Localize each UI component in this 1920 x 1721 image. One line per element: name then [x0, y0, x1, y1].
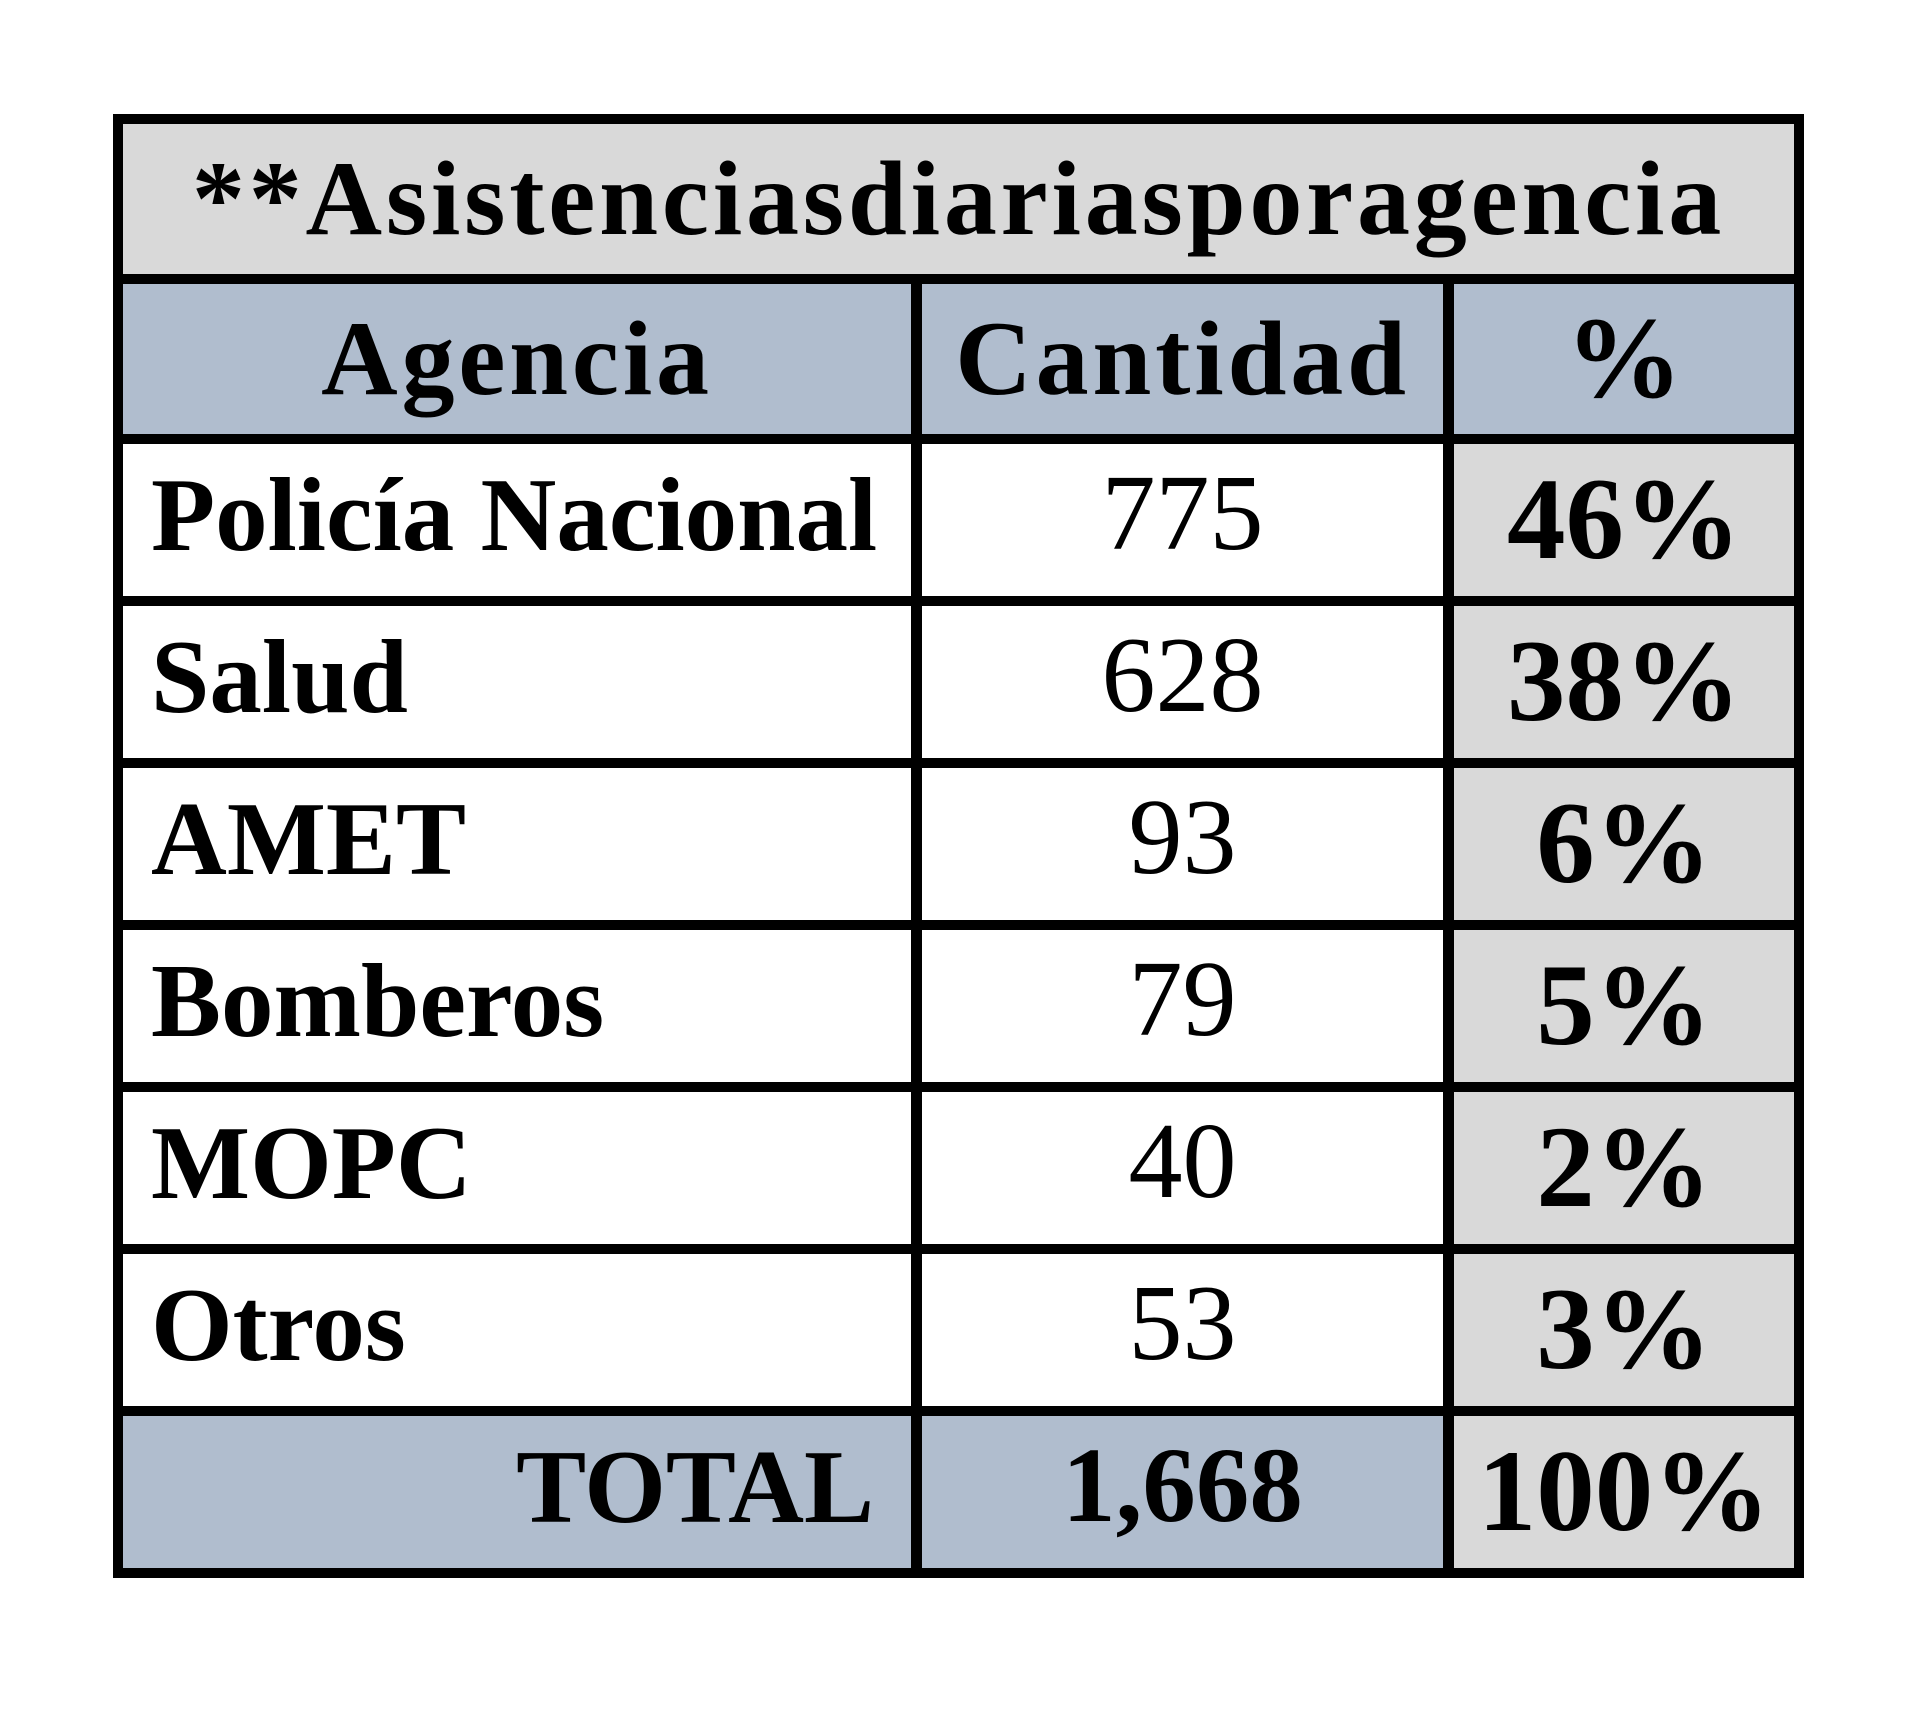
percent-bomberos: 5%: [1454, 930, 1794, 1082]
agency-name-policia-nacional: Policía Nacional: [123, 444, 911, 596]
percent-mopc: 2%: [1454, 1092, 1794, 1244]
quantity-mopc: 40: [922, 1092, 1443, 1244]
column-header-cantidad: Cantidad: [922, 284, 1443, 434]
quantity-amet: 93: [922, 768, 1443, 920]
agency-name-salud: Salud: [123, 606, 911, 758]
percent-policia-nacional: 46%: [1454, 444, 1794, 596]
percent-salud: 38%: [1454, 606, 1794, 758]
percent-otros: 3%: [1454, 1254, 1794, 1406]
agency-name-bomberos: Bomberos: [123, 930, 911, 1082]
agency-name-otros: Otros: [123, 1254, 911, 1406]
total-label: TOTAL: [123, 1416, 911, 1568]
column-header-percent: %: [1454, 284, 1794, 434]
quantity-policia-nacional: 775: [922, 444, 1443, 596]
quantity-salud: 628: [922, 606, 1443, 758]
percent-amet: 6%: [1454, 768, 1794, 920]
total-quantity: 1,668: [922, 1416, 1443, 1568]
column-header-agencia: Agencia: [123, 284, 911, 434]
total-percent: 100%: [1454, 1416, 1794, 1568]
agency-name-amet: AMET: [123, 768, 911, 920]
table-title: **Asistenciasdiariasporagencia: [123, 124, 1794, 274]
assistance-by-agency-table: **Asistenciasdiariasporagencia Agencia C…: [113, 114, 1804, 1578]
quantity-otros: 53: [922, 1254, 1443, 1406]
agency-name-mopc: MOPC: [123, 1092, 911, 1244]
quantity-bomberos: 79: [922, 930, 1443, 1082]
